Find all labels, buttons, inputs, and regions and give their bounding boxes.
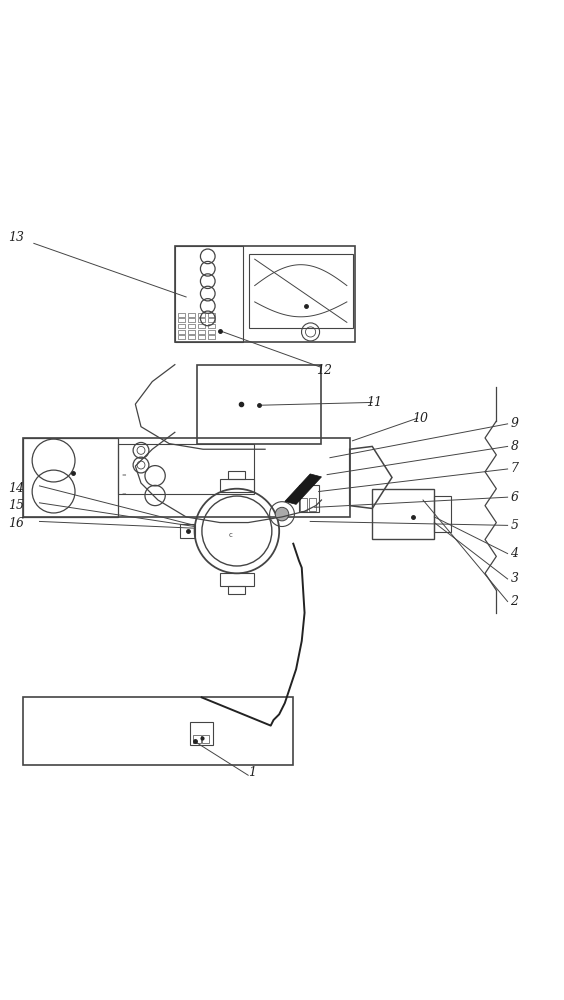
Bar <box>188 318 195 322</box>
Bar <box>220 573 254 586</box>
Text: 11: 11 <box>367 396 382 409</box>
Bar <box>188 324 195 328</box>
Bar <box>372 489 434 539</box>
Text: 1: 1 <box>248 766 256 779</box>
Bar <box>178 318 185 322</box>
Bar <box>208 335 215 339</box>
Bar <box>175 246 355 342</box>
Text: 15: 15 <box>8 499 24 512</box>
Bar <box>198 318 205 322</box>
Bar <box>198 313 205 317</box>
Bar <box>178 335 185 339</box>
Polygon shape <box>285 474 321 504</box>
Text: 16: 16 <box>8 517 24 530</box>
Bar <box>208 324 215 328</box>
Text: 13: 13 <box>8 231 24 244</box>
Text: 6: 6 <box>510 491 518 504</box>
Bar <box>23 438 350 517</box>
Bar <box>197 365 321 444</box>
Bar <box>118 444 254 494</box>
Bar <box>228 586 245 594</box>
Bar <box>178 313 185 317</box>
Text: 5: 5 <box>510 519 518 532</box>
Bar <box>188 313 195 317</box>
Bar <box>220 479 254 492</box>
Bar <box>198 324 205 328</box>
Bar <box>193 735 201 743</box>
Text: 8: 8 <box>510 440 518 453</box>
Bar <box>202 735 209 743</box>
Text: 4: 4 <box>510 547 518 560</box>
Bar <box>23 697 293 765</box>
Text: 7: 7 <box>510 462 518 475</box>
Bar <box>208 330 215 334</box>
Bar <box>180 524 195 538</box>
Text: =: = <box>121 493 126 498</box>
Bar <box>434 496 451 532</box>
Text: 9: 9 <box>510 417 518 430</box>
Bar <box>23 438 118 517</box>
Text: c: c <box>228 532 232 538</box>
Bar <box>175 246 244 342</box>
Circle shape <box>275 507 289 521</box>
Bar <box>188 335 195 339</box>
Bar <box>198 330 205 334</box>
Text: 14: 14 <box>8 482 24 495</box>
Text: 2: 2 <box>510 595 518 608</box>
Text: =: = <box>121 473 126 478</box>
Bar <box>228 471 245 479</box>
Bar <box>188 330 195 334</box>
Bar <box>208 318 215 322</box>
Bar <box>191 722 213 745</box>
Text: 12: 12 <box>316 364 332 377</box>
Bar <box>198 335 205 339</box>
Text: 10: 10 <box>412 412 428 425</box>
Bar <box>299 485 319 512</box>
Bar <box>208 313 215 317</box>
Bar <box>300 498 307 511</box>
Text: 3: 3 <box>510 572 518 585</box>
Bar <box>178 330 185 334</box>
Bar <box>309 498 316 511</box>
Bar <box>249 254 352 328</box>
Bar <box>178 324 185 328</box>
